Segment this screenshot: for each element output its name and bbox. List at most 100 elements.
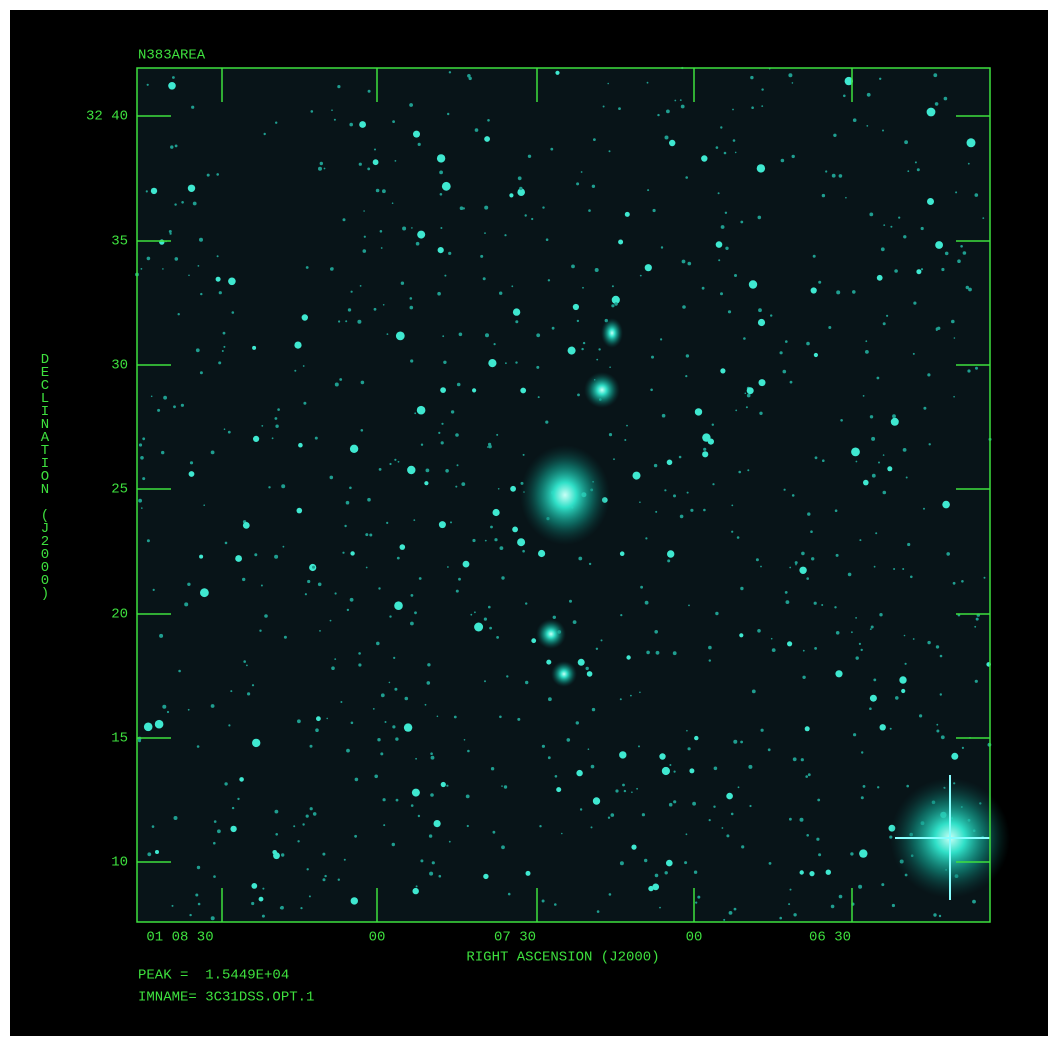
star xyxy=(866,125,868,127)
star xyxy=(546,660,551,665)
star xyxy=(879,78,881,80)
star xyxy=(475,128,479,132)
star xyxy=(712,483,714,485)
star xyxy=(381,693,385,697)
star xyxy=(344,859,346,861)
star xyxy=(307,868,309,870)
star xyxy=(859,643,861,645)
star xyxy=(326,718,328,720)
y-axis-label: DECLINATION (J2000) xyxy=(36,352,54,599)
star xyxy=(702,433,710,441)
star xyxy=(369,534,372,537)
star xyxy=(694,871,697,874)
star xyxy=(825,170,827,172)
star xyxy=(853,118,857,122)
star xyxy=(446,785,448,787)
page: N383AREA 01 08 300007 300006 3032 403530… xyxy=(0,0,1058,1046)
star xyxy=(886,315,888,317)
star xyxy=(786,600,790,604)
star xyxy=(470,614,472,616)
star xyxy=(349,487,352,490)
star xyxy=(253,436,259,442)
star xyxy=(472,388,476,392)
star xyxy=(709,659,711,661)
star xyxy=(813,255,816,258)
star xyxy=(759,379,766,386)
star xyxy=(759,412,762,415)
star xyxy=(232,807,234,809)
star xyxy=(404,723,412,731)
star xyxy=(679,456,682,459)
star xyxy=(386,522,388,524)
star xyxy=(347,609,349,611)
star xyxy=(737,536,740,539)
star xyxy=(548,697,552,701)
star xyxy=(713,806,715,808)
star xyxy=(396,332,405,341)
star xyxy=(261,425,263,427)
star xyxy=(323,878,326,881)
star xyxy=(933,73,937,77)
star xyxy=(746,406,748,408)
star xyxy=(281,484,285,488)
title: N383AREA xyxy=(138,48,206,64)
star xyxy=(613,458,615,460)
star xyxy=(539,825,541,827)
star xyxy=(264,614,268,618)
star xyxy=(259,897,264,902)
star xyxy=(833,134,836,137)
star xyxy=(603,106,605,108)
star xyxy=(793,757,797,761)
star xyxy=(246,665,248,667)
star xyxy=(655,874,659,878)
star xyxy=(218,361,221,364)
star xyxy=(881,247,885,251)
star xyxy=(716,241,723,248)
star xyxy=(702,287,705,290)
star xyxy=(298,443,303,448)
star xyxy=(310,745,313,748)
star xyxy=(877,275,883,281)
star xyxy=(219,291,222,294)
star xyxy=(311,110,314,113)
star xyxy=(457,383,461,387)
star xyxy=(858,885,862,889)
star xyxy=(381,247,383,249)
star xyxy=(142,437,145,440)
star xyxy=(517,718,520,721)
star xyxy=(337,85,340,88)
star xyxy=(445,469,449,473)
star xyxy=(546,238,549,241)
star xyxy=(662,414,666,418)
star xyxy=(488,443,491,446)
star xyxy=(496,434,498,436)
star xyxy=(638,745,640,747)
star xyxy=(359,121,366,128)
star xyxy=(881,883,884,886)
star xyxy=(612,285,614,287)
star xyxy=(374,149,376,151)
star xyxy=(647,189,649,191)
star xyxy=(640,275,642,277)
star xyxy=(669,803,673,807)
star xyxy=(666,860,673,867)
star xyxy=(442,182,451,191)
star xyxy=(376,642,380,646)
star xyxy=(716,146,719,149)
star xyxy=(427,681,431,685)
star xyxy=(155,720,164,729)
star xyxy=(307,580,310,583)
star xyxy=(591,765,595,769)
star xyxy=(306,815,309,818)
star xyxy=(861,751,863,753)
star xyxy=(199,555,203,559)
star xyxy=(410,359,413,362)
star xyxy=(359,163,362,166)
star xyxy=(374,308,377,311)
star xyxy=(873,679,876,682)
star xyxy=(223,346,225,348)
star xyxy=(506,675,508,677)
star xyxy=(449,71,451,73)
star xyxy=(402,227,406,231)
star xyxy=(709,819,711,821)
